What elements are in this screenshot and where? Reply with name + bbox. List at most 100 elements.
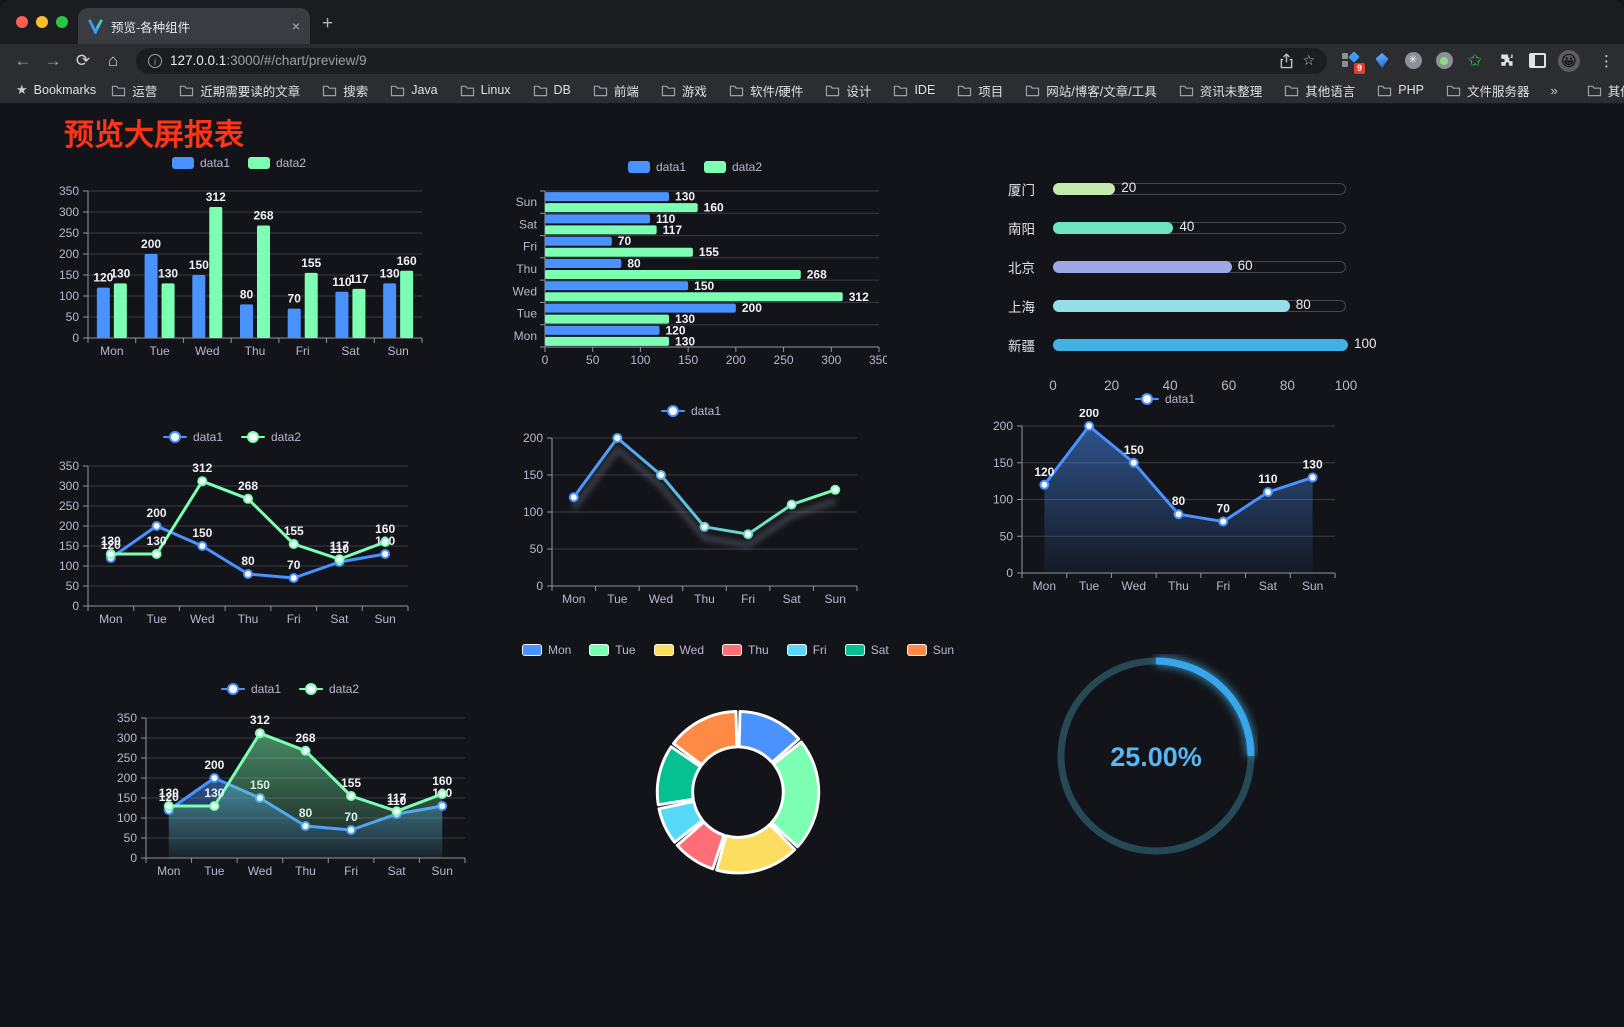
bookmark-label: IDE xyxy=(914,83,936,97)
legend-item-data2[interactable]: data2 xyxy=(704,160,762,174)
address-bar[interactable]: i 127.0.0.1:3000/#/chart/preview/9 ☆ xyxy=(136,47,1327,74)
svg-text:100: 100 xyxy=(993,493,1013,507)
site-info-icon[interactable]: i xyxy=(148,53,162,68)
svg-text:120: 120 xyxy=(159,790,179,804)
legend-item-Sat[interactable]: Sat xyxy=(844,643,889,657)
svg-text:Mon: Mon xyxy=(99,612,122,626)
extension-dot-icon[interactable] xyxy=(1434,51,1454,71)
pie-slice-Tue[interactable] xyxy=(769,740,821,848)
svg-text:50: 50 xyxy=(530,542,544,556)
minimize-window-button[interactable] xyxy=(36,16,48,28)
bookmark-item-13[interactable]: 资讯未整理 xyxy=(1168,81,1274,100)
bookmark-item-12[interactable]: 网站/博客/文章/工具 xyxy=(1014,81,1167,100)
bookmark-item-1[interactable]: 近期需要读的文章 xyxy=(168,81,311,100)
pie-slice-Wed[interactable] xyxy=(715,822,797,875)
line-two-canvas: 0 50 100 150 200 250 300 350 Mon Tue Wed Thu Fri Sat S… xyxy=(59,459,409,626)
extensions-puzzle-icon[interactable] xyxy=(1496,51,1516,71)
bookmark-item-3[interactable]: Java xyxy=(379,83,448,97)
svg-text:150: 150 xyxy=(694,279,714,293)
legend-label: Mon xyxy=(547,642,572,657)
svg-text:100: 100 xyxy=(630,353,650,367)
pie-slice-Fri[interactable] xyxy=(657,799,704,844)
legend-item-data1[interactable]: data1 xyxy=(162,430,223,444)
legend-line-icon xyxy=(660,405,685,417)
legend-item-Fri[interactable]: Fri xyxy=(786,643,827,657)
svg-text:300: 300 xyxy=(117,731,137,745)
tab-strip: 预览-各种组件 × + xyxy=(0,0,1624,44)
tab-close-icon[interactable]: × xyxy=(291,18,300,34)
forward-button[interactable]: → xyxy=(44,50,62,70)
bookmark-item-16[interactable]: 文件服务器 xyxy=(1435,81,1541,100)
svg-text:Mon: Mon xyxy=(514,329,537,343)
bookmark-item-11[interactable]: 项目 xyxy=(946,81,1014,100)
legend-label: Wed xyxy=(679,642,704,657)
legend-item-data2[interactable]: data2 xyxy=(248,156,306,170)
browser-menu-icon[interactable]: ⋮ xyxy=(1599,52,1614,70)
share-icon[interactable] xyxy=(1279,52,1294,69)
svg-text:130: 130 xyxy=(204,786,224,800)
home-button[interactable]: ⌂ xyxy=(107,50,119,70)
bookmark-item-7[interactable]: 游戏 xyxy=(650,81,718,100)
bookmark-item-4[interactable]: Linux xyxy=(449,83,522,97)
reload-button[interactable]: ⟳ xyxy=(75,50,91,70)
bookmark-item-0[interactable]: 运营 xyxy=(107,81,168,100)
bookmark-item-9[interactable]: 设计 xyxy=(814,81,882,100)
pie-slice-Thu[interactable] xyxy=(675,820,726,871)
sidebar-toggle-icon[interactable] xyxy=(1527,51,1547,71)
legend-item-data1[interactable]: data1 xyxy=(660,404,722,418)
svg-text:Sun: Sun xyxy=(1302,579,1323,593)
svg-text:0: 0 xyxy=(72,331,79,345)
bookmarks-manager[interactable]: ★ Bookmarks xyxy=(12,82,107,98)
legend-item-data1[interactable]: data1 xyxy=(171,156,230,170)
legend-item-Thu[interactable]: Thu xyxy=(722,643,769,657)
svg-text:130: 130 xyxy=(147,534,167,548)
maximize-window-button[interactable] xyxy=(56,16,68,28)
pie-slice-Mon[interactable] xyxy=(737,709,801,764)
legend-item-Sun[interactable]: Sun xyxy=(906,643,954,657)
svg-text:Wed: Wed xyxy=(1122,579,1146,593)
svg-text:100: 100 xyxy=(523,505,543,519)
bookmark-label: 资讯未整理 xyxy=(1199,84,1263,99)
close-window-button[interactable] xyxy=(16,16,28,28)
legend-item-data1[interactable]: data1 xyxy=(1134,392,1195,406)
legend-item-data2[interactable]: data2 xyxy=(299,682,359,696)
svg-text:110: 110 xyxy=(1258,472,1278,486)
bookmark-item-2[interactable]: 搜索 xyxy=(311,81,379,100)
legend-item-data1[interactable]: data1 xyxy=(220,682,281,696)
url-text[interactable]: 127.0.0.1:3000/#/chart/preview/9 xyxy=(170,53,1271,68)
progress-fill xyxy=(1053,221,1174,234)
bookmarks-overflow-chevron[interactable]: » xyxy=(1550,82,1558,98)
legend-item-Wed[interactable]: Wed xyxy=(653,642,704,657)
legend-item-data1[interactable]: data1 xyxy=(627,160,686,174)
bookmark-item-10[interactable]: IDE xyxy=(882,83,946,97)
bookmark-item-15[interactable]: PHP xyxy=(1366,83,1435,97)
bookmark-item-14[interactable]: 其他语言 xyxy=(1273,81,1366,100)
bookmark-item-8[interactable]: 软件/硬件 xyxy=(718,81,814,100)
bookmark-label: PHP xyxy=(1398,83,1424,97)
legend-label: data1 xyxy=(690,404,722,418)
active-tab[interactable]: 预览-各种组件 × xyxy=(78,8,310,44)
bookmark-star-icon[interactable]: ☆ xyxy=(1302,52,1315,68)
folder-icon xyxy=(533,85,547,96)
bookmark-item-5[interactable]: DB xyxy=(522,83,582,97)
legend-swatch-icon xyxy=(653,643,674,656)
legend-item-Tue[interactable]: Tue xyxy=(589,643,636,657)
pie-slice-Sat[interactable] xyxy=(655,745,702,806)
extension-star-icon[interactable]: ✩ xyxy=(1467,51,1483,70)
legend-label: data2 xyxy=(271,430,302,444)
legend-item-data2[interactable]: data2 xyxy=(241,430,301,444)
profile-avatar[interactable]: 😀 xyxy=(1558,49,1580,72)
progress-category-label: 上海 xyxy=(1008,299,1035,315)
svg-text:Wed: Wed xyxy=(248,864,272,878)
other-bookmarks-folder[interactable]: 其他书签 xyxy=(1576,81,1624,100)
back-button[interactable]: ← xyxy=(14,50,32,70)
legend-item-Mon[interactable]: Mon xyxy=(521,642,572,657)
pie-slice-Sun[interactable] xyxy=(672,709,739,767)
svg-text:350: 350 xyxy=(59,459,79,473)
extension-grid-icon[interactable]: 9 xyxy=(1341,50,1365,74)
extension-asterisk-icon[interactable]: ✳ xyxy=(1403,51,1423,71)
new-tab-button[interactable]: + xyxy=(322,13,334,34)
bookmark-item-6[interactable]: 前端 xyxy=(582,81,650,100)
extension-kite-icon[interactable] xyxy=(1372,51,1392,71)
svg-text:Tue: Tue xyxy=(204,864,225,878)
